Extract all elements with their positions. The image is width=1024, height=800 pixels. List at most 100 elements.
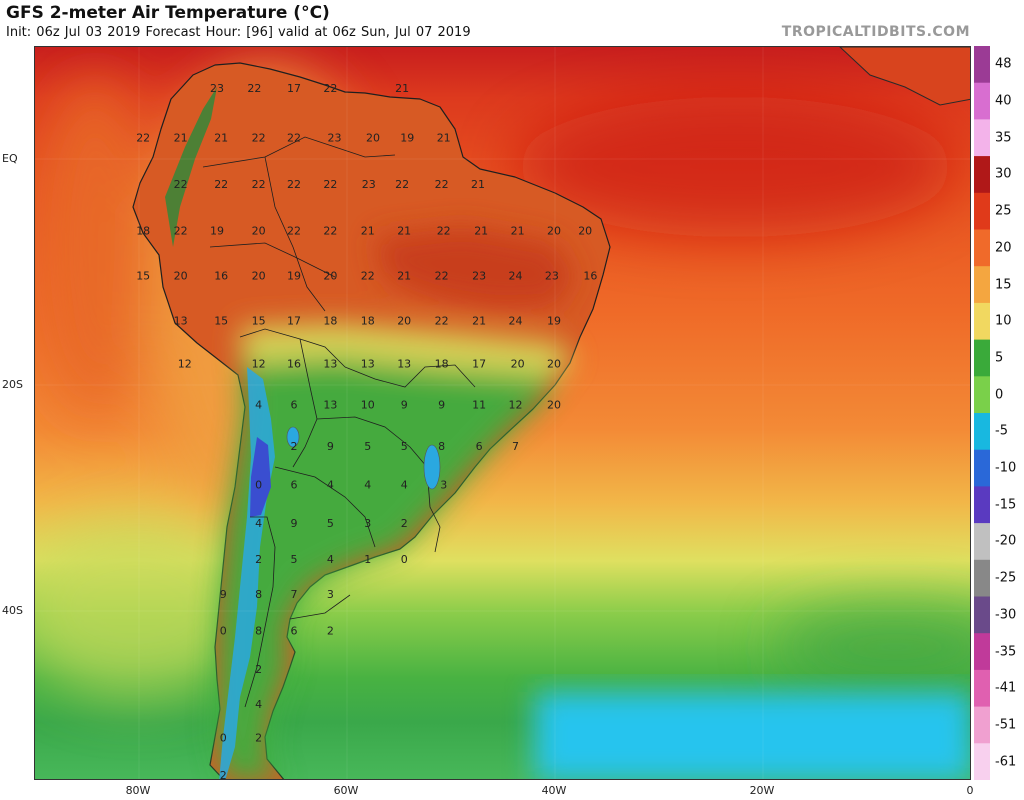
lon-label-0: 0 xyxy=(966,784,974,797)
temperature-label: 22 xyxy=(437,224,451,237)
colorbar-label: 30 xyxy=(995,166,1012,182)
colorbar-swatch xyxy=(974,46,990,84)
temperature-label: 22 xyxy=(174,224,188,237)
temperature-label: 22 xyxy=(287,132,301,145)
colorbar-swatch xyxy=(974,192,990,230)
colorbar-label: -20 xyxy=(995,533,1017,549)
temperature-label: 22 xyxy=(136,132,150,145)
temperature-label: 2 xyxy=(220,769,227,780)
lat-label-eq: EQ xyxy=(2,152,18,165)
temperature-label: 17 xyxy=(287,82,301,95)
temperature-label: 12 xyxy=(178,358,192,371)
map-canvas: 2322232221232217222122212122222320192122… xyxy=(35,47,970,780)
colorbar-label: 25 xyxy=(995,203,1012,219)
colorbar-label: -61 xyxy=(995,754,1017,770)
temperature-label: 23 xyxy=(210,82,224,95)
temperature-label: 19 xyxy=(400,132,414,145)
colorbar-label: 15 xyxy=(995,277,1012,293)
temperature-map[interactable]: 2322232221232217222122212122222320192122… xyxy=(34,46,971,780)
temperature-label: 13 xyxy=(361,358,375,371)
colorbar-label: 48 xyxy=(995,56,1012,72)
temperature-label: 20 xyxy=(547,358,561,371)
lat-label-20s: 20S xyxy=(2,378,23,391)
temperature-label: 18 xyxy=(323,315,337,328)
colorbar-label: 35 xyxy=(995,130,1012,146)
temperature-label: 8 xyxy=(438,440,445,453)
temperature-label: 16 xyxy=(583,270,597,283)
antarctic-cold-pool xyxy=(535,692,970,779)
temperature-label: 15 xyxy=(214,315,228,328)
graticule xyxy=(35,47,970,779)
temperature-label: 21 xyxy=(361,224,375,237)
colorbar-swatch xyxy=(974,339,990,377)
colorbar-swatch xyxy=(974,559,990,597)
colorbar-label: -41 xyxy=(995,680,1017,696)
colorbar-swatch xyxy=(974,633,990,671)
temperature-label: 21 xyxy=(471,178,485,191)
temperature-label: 18 xyxy=(136,224,150,237)
temperature-label: 21 xyxy=(214,132,228,145)
colorbar-label: 20 xyxy=(995,240,1012,256)
temperature-label: 2 xyxy=(291,440,298,453)
temperature-label: 8 xyxy=(255,624,262,637)
temperature-label: 22 xyxy=(252,178,266,191)
temperature-label: 22 xyxy=(287,178,301,191)
temperature-label: 2 xyxy=(255,732,262,745)
temperature-label: 2 xyxy=(255,553,262,566)
temperature-label: 4 xyxy=(255,517,262,530)
amazon-hot xyxy=(375,227,575,309)
chart-title: GFS 2-meter Air Temperature (°C) xyxy=(6,3,330,23)
temperature-label: 13 xyxy=(397,358,411,371)
temperature-label: 0 xyxy=(401,553,408,566)
temperature-label: 4 xyxy=(327,479,334,492)
temperature-label: 21 xyxy=(174,132,188,145)
temperature-label: 22 xyxy=(252,132,266,145)
temperature-label: 22 xyxy=(323,82,337,95)
temperature-value-layer: 2322232221232217222122212122222320192122… xyxy=(136,82,597,780)
andes-ridge-green xyxy=(165,87,217,247)
temperature-label: 4 xyxy=(401,479,408,492)
temperature-label: 21 xyxy=(472,315,486,328)
colorbar-label: -5 xyxy=(995,423,1008,439)
colorbar-label: -25 xyxy=(995,570,1017,586)
colorbar-swatch xyxy=(974,119,990,157)
temperature-label: 20 xyxy=(511,358,525,371)
colorbar-label: 5 xyxy=(995,350,1004,366)
temperature-label: 12 xyxy=(252,358,266,371)
lon-label-40w: 40W xyxy=(541,784,567,797)
temperature-label: 20 xyxy=(547,224,561,237)
colorbar-swatch xyxy=(974,596,990,634)
temperature-label: 4 xyxy=(364,479,371,492)
colorbar-label: -10 xyxy=(995,460,1017,476)
colorbar-swatch xyxy=(974,523,990,561)
temperature-label: 16 xyxy=(287,358,301,371)
africa-landmass xyxy=(839,47,970,106)
chart-header: GFS 2-meter Air Temperature (°C) Init: 0… xyxy=(0,0,1024,46)
temperature-label: 23 xyxy=(472,270,486,283)
country-borders xyxy=(202,136,476,708)
temperature-label: 6 xyxy=(291,479,298,492)
temperature-label: 20 xyxy=(252,224,266,237)
colorbar-label: 10 xyxy=(995,313,1012,329)
temperature-label: 21 xyxy=(395,82,409,95)
temperature-label: 10 xyxy=(361,398,375,411)
temperature-label: 19 xyxy=(210,224,224,237)
temperature-label: 20 xyxy=(323,270,337,283)
temperature-label: 0 xyxy=(220,732,227,745)
lon-label-20w: 20W xyxy=(749,784,775,797)
temperature-label: 16 xyxy=(214,270,228,283)
temperature-label: 22 xyxy=(247,82,261,95)
temperature-label: 18 xyxy=(435,358,449,371)
lon-label-60w: 60W xyxy=(333,784,359,797)
colorbar-label: 40 xyxy=(995,93,1012,109)
subtropical-yellow xyxy=(240,323,575,377)
colorbar-label: -51 xyxy=(995,717,1017,733)
temperature-label: 4 xyxy=(327,553,334,566)
lakes xyxy=(286,426,441,490)
temperature-label: 21 xyxy=(511,224,525,237)
temperature-label: 12 xyxy=(509,398,523,411)
temperature-label: 9 xyxy=(291,517,298,530)
temperature-label: 22 xyxy=(435,315,449,328)
temperature-label: 0 xyxy=(220,624,227,637)
colorbar-swatch xyxy=(974,229,990,267)
